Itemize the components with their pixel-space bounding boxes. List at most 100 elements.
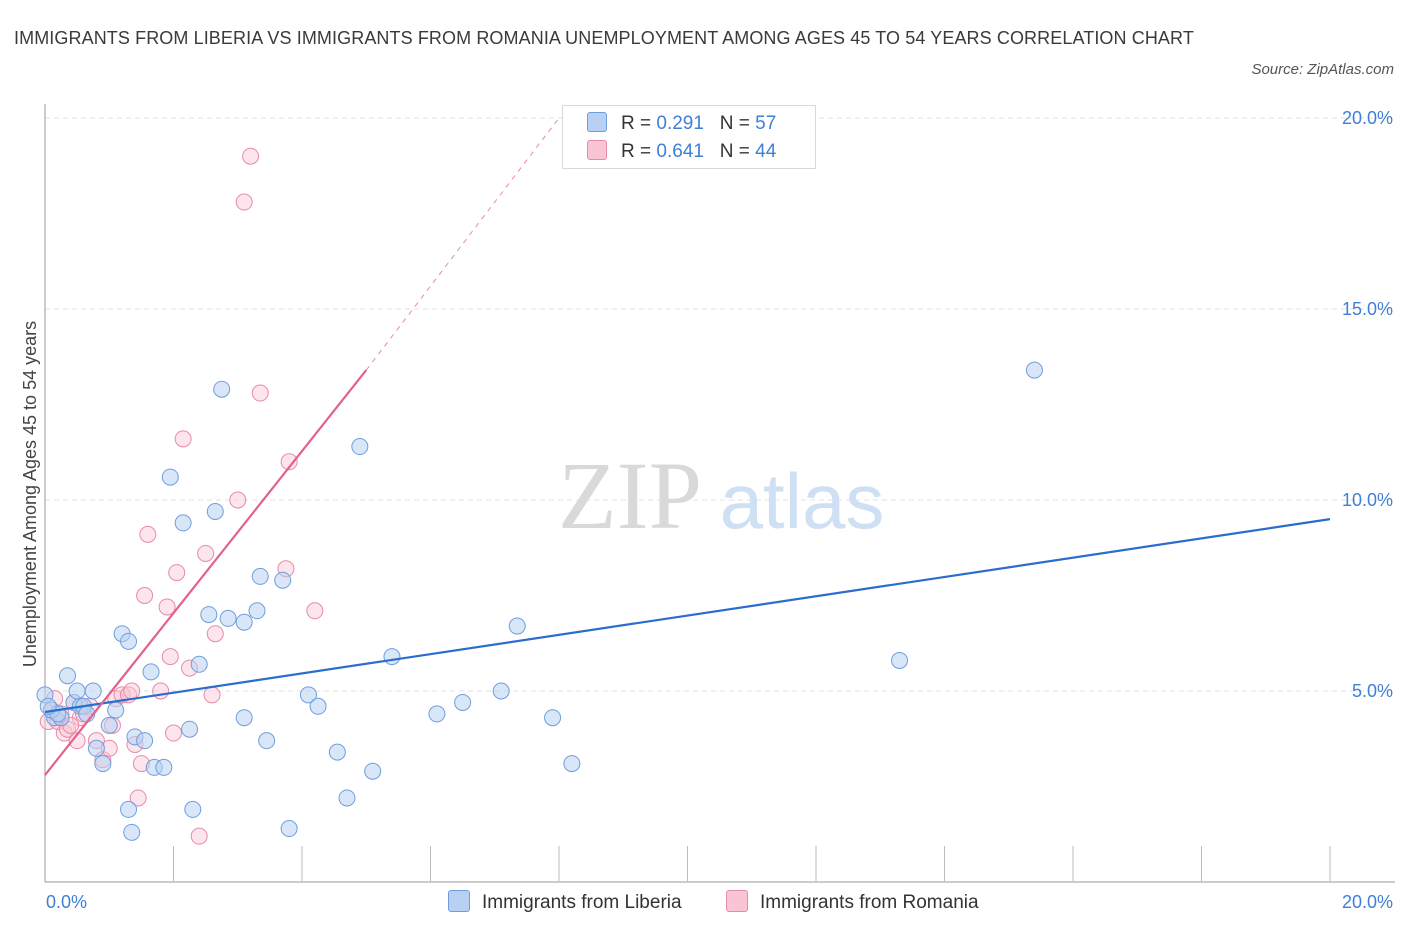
x-tick-label-min: 0.0% (46, 892, 87, 912)
romania-r-value: 0.641 (656, 141, 704, 162)
liberia-point (328, 743, 346, 761)
legend-item-liberia[interactable]: Immigrants from Liberia (448, 890, 682, 914)
romania-legend-label: Immigrants from Romania (760, 892, 979, 913)
romania-point (206, 625, 224, 643)
romania-n-value: 44 (755, 141, 777, 162)
romania-point (174, 430, 192, 448)
liberia-point (84, 682, 102, 700)
romania-point (251, 384, 269, 402)
romania-point (158, 598, 176, 616)
liberia-point (206, 502, 224, 520)
watermark-zip: ZIP (558, 442, 702, 549)
legend-item-romania[interactable]: Immigrants from Romania (726, 890, 979, 914)
legend-row-romania: R = 0.641 N = 44 (587, 140, 776, 164)
liberia-point (142, 663, 160, 681)
liberia-point (190, 655, 208, 673)
romania-point (161, 648, 179, 666)
romania-point (168, 564, 186, 582)
romania-point (139, 525, 157, 543)
romania-point (165, 724, 182, 742)
liberia-point (383, 648, 401, 666)
liberia-swatch (587, 112, 607, 132)
liberia-point (123, 823, 141, 841)
romania-point (123, 682, 141, 700)
liberia-point (235, 709, 253, 727)
romania-trend-extension (365, 117, 560, 371)
liberia-point (274, 571, 292, 589)
watermark-atlas: atlas (720, 457, 885, 545)
y-tick-label: 10.0% (1342, 490, 1393, 510)
romania-point (235, 193, 253, 211)
liberia-point (161, 468, 179, 486)
liberia-point (68, 682, 86, 700)
liberia-point (100, 716, 118, 734)
romania-point (280, 453, 298, 471)
liberia-point (251, 567, 269, 585)
liberia-points (36, 361, 1043, 841)
zipatlas-watermark: ZIP atlas (558, 442, 884, 549)
axes (44, 104, 1395, 883)
liberia-point (184, 800, 202, 818)
liberia-point (563, 755, 581, 773)
liberia-legend-swatch (448, 890, 470, 912)
liberia-point (219, 609, 237, 627)
y-axis-label: Unemployment Among Ages 45 to 54 years (20, 321, 40, 667)
romania-point (136, 587, 154, 604)
liberia-point (235, 613, 253, 631)
tick-labels: 5.0% 10.0% 15.0% 20.0% 0.0% 20.0% (46, 108, 1393, 912)
liberia-point (280, 820, 298, 838)
liberia-point (120, 632, 138, 650)
liberia-point (200, 606, 218, 624)
liberia-point (58, 667, 76, 685)
liberia-point (351, 438, 369, 456)
romania-point (190, 827, 208, 845)
liberia-point (174, 514, 192, 532)
liberia-legend-label: Immigrants from Liberia (482, 892, 682, 913)
liberia-point (508, 617, 526, 635)
liberia-point (891, 651, 909, 669)
y-tick-label: 20.0% (1342, 108, 1393, 128)
liberia-point (309, 697, 327, 715)
liberia-point (155, 758, 173, 776)
romania-r-label: R = (621, 141, 657, 162)
romania-trend-line (44, 369, 368, 776)
liberia-n-label: N = (719, 113, 756, 134)
romania-point (242, 147, 260, 165)
x-tick-label-max: 20.0% (1342, 892, 1393, 912)
liberia-point (338, 789, 356, 807)
legend-row-liberia: R = 0.291 N = 57 (587, 112, 776, 136)
liberia-point (136, 732, 154, 750)
romania-n-label: N = (719, 141, 756, 162)
liberia-trend-line (44, 518, 1331, 714)
romania-swatch (587, 140, 607, 160)
romania-point (306, 602, 324, 620)
romania-points (39, 147, 324, 845)
liberia-point (213, 380, 231, 398)
romania-point (229, 491, 247, 509)
liberia-point (299, 686, 317, 704)
liberia-point (544, 709, 562, 727)
liberia-point (258, 732, 276, 750)
liberia-n-value: 57 (755, 113, 777, 134)
liberia-point (428, 705, 446, 723)
romania-point (203, 686, 221, 704)
romania-point (68, 732, 86, 750)
liberia-point (248, 602, 266, 620)
correlation-legend: R = 0.291 N = 57 R = 0.641 N = 44 (562, 105, 816, 169)
liberia-point (181, 720, 199, 738)
romania-legend-swatch (726, 890, 748, 912)
liberia-point (492, 682, 510, 700)
liberia-point (120, 800, 138, 818)
trend-lines (44, 117, 1331, 776)
gridlines (45, 117, 1395, 692)
romania-point (197, 544, 215, 562)
liberia-r-value: 0.291 (656, 113, 704, 134)
liberia-point (107, 701, 125, 719)
y-tick-label: 5.0% (1352, 681, 1393, 701)
romania-point (129, 789, 147, 807)
liberia-point (1025, 361, 1043, 379)
y-tick-label: 15.0% (1342, 299, 1393, 319)
source-label: Source: ZipAtlas.com (1251, 61, 1394, 78)
liberia-r-label: R = (621, 113, 657, 134)
